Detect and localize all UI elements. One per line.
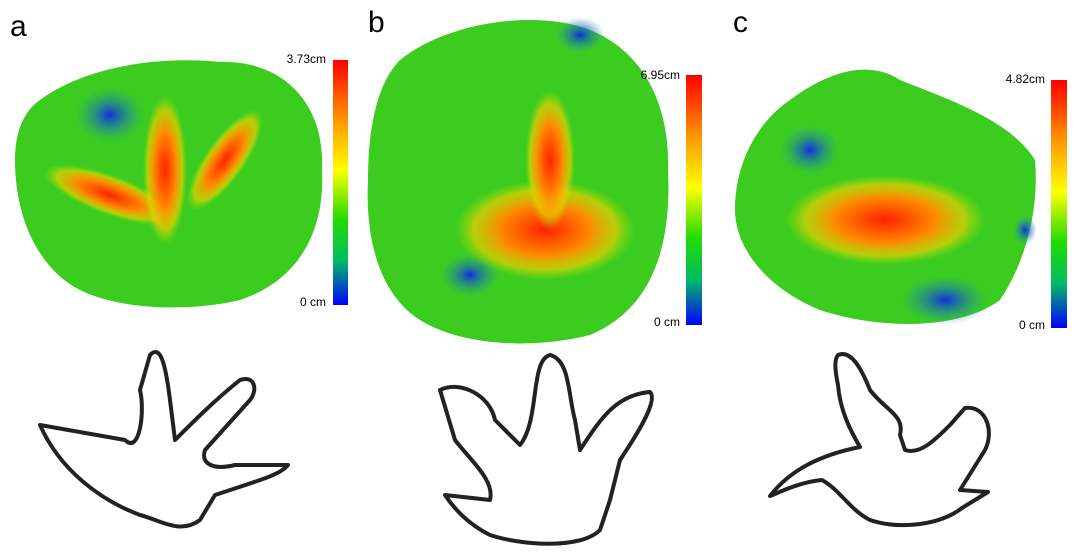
depth-map — [368, 20, 669, 343]
color-scale — [1051, 80, 1067, 328]
high-area — [143, 95, 187, 245]
track-outline — [40, 352, 288, 526]
scale-min: 0 cm — [300, 295, 326, 309]
high-area — [525, 90, 575, 230]
high-area — [785, 175, 985, 265]
track-outline — [440, 355, 652, 544]
scale-min: 0 cm — [1019, 318, 1045, 332]
scale-max: 6.95cm — [641, 68, 680, 82]
figure: a 3.73cm 0 cm b 6.95cm 0 cm c 4.82cm 0 c… — [0, 0, 1077, 554]
scale-min: 0 cm — [654, 315, 680, 329]
color-scale — [333, 60, 348, 305]
low-area — [900, 275, 990, 325]
panel-label: a — [10, 10, 27, 43]
page: a 3.73cm 0 cm b 6.95cm 0 cm c 4.82cm 0 c… — [0, 0, 1077, 554]
low-area — [75, 87, 145, 143]
scale-max: 3.73cm — [287, 52, 326, 66]
low-area — [555, 17, 605, 53]
panel-label: b — [368, 6, 385, 39]
low-area — [780, 125, 840, 175]
color-scale — [686, 75, 702, 325]
low-area — [1013, 215, 1037, 245]
scale-max: 4.82cm — [1006, 72, 1045, 86]
track-outline — [770, 354, 989, 525]
panel-label: c — [733, 6, 748, 39]
